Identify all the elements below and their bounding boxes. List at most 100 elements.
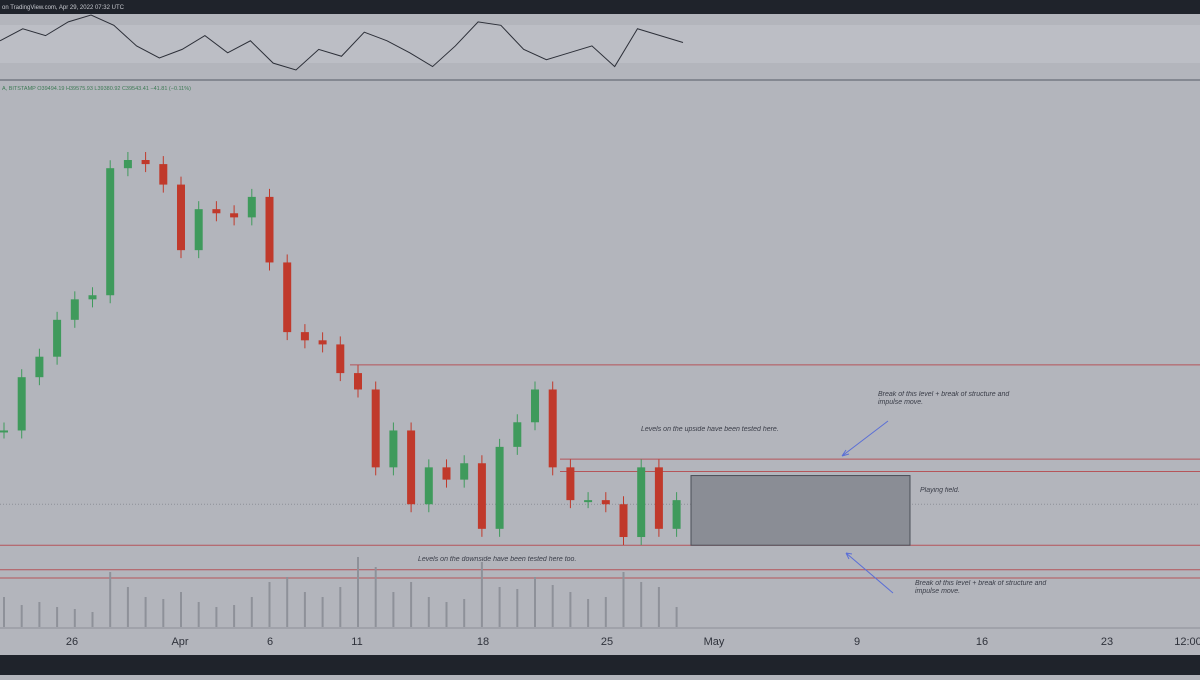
x-tick-label: 23 bbox=[1101, 636, 1113, 648]
x-tick-label: 11 bbox=[351, 636, 362, 648]
candle bbox=[318, 340, 327, 345]
annotation: Break of this level + break of structure… bbox=[915, 580, 1047, 595]
annotation-box: Playing field. bbox=[920, 487, 960, 494]
candle bbox=[371, 389, 380, 468]
candle bbox=[70, 299, 79, 320]
annotation: Playing field. bbox=[920, 487, 960, 494]
candle bbox=[17, 377, 26, 431]
candle bbox=[141, 160, 150, 165]
candle bbox=[601, 500, 610, 505]
volume-bar bbox=[675, 607, 678, 627]
arrow bbox=[845, 552, 894, 594]
volume-bar bbox=[339, 587, 342, 627]
x-tick-label: 12:00 bbox=[1174, 636, 1200, 648]
x-tick-label: May bbox=[704, 636, 725, 648]
candle bbox=[247, 196, 256, 218]
annotation-box: Break of this level + break of structure… bbox=[878, 391, 1010, 406]
volume-bar bbox=[427, 597, 430, 627]
candle bbox=[177, 184, 185, 251]
candle bbox=[407, 430, 416, 505]
volume-bar bbox=[180, 592, 182, 627]
candle bbox=[35, 356, 44, 378]
candle bbox=[159, 164, 168, 185]
candle bbox=[460, 463, 469, 480]
volume-bar bbox=[498, 587, 501, 627]
bottom-bar bbox=[0, 655, 1200, 675]
volume-bar bbox=[516, 589, 519, 627]
playing-field bbox=[690, 475, 911, 546]
volume-bar bbox=[56, 607, 59, 627]
volume-bar bbox=[197, 602, 200, 627]
volume-bar bbox=[392, 592, 395, 627]
candle bbox=[637, 467, 646, 538]
candle bbox=[0, 430, 8, 433]
x-tick-label: 9 bbox=[854, 636, 860, 648]
candle bbox=[194, 209, 203, 251]
volume-bar bbox=[622, 572, 625, 627]
volume-bar bbox=[480, 562, 483, 627]
candle bbox=[424, 467, 433, 505]
candle bbox=[389, 430, 398, 468]
candle bbox=[336, 344, 345, 374]
volume-bar bbox=[3, 597, 5, 627]
candle bbox=[354, 373, 362, 390]
candle bbox=[442, 467, 451, 480]
annotation-box: Break of this level + break of structure… bbox=[915, 580, 1047, 595]
volume-bar bbox=[640, 582, 643, 627]
x-tick-label: Apr bbox=[171, 636, 188, 648]
annotation: Levels on the downside have been tested … bbox=[418, 556, 577, 563]
volume-bar bbox=[463, 599, 466, 627]
volume-bar bbox=[534, 577, 536, 627]
volume-bar bbox=[233, 605, 236, 627]
candle bbox=[566, 467, 575, 501]
top-bar bbox=[0, 0, 1200, 14]
volume-bar bbox=[445, 602, 448, 627]
annotation: Break of this level + break of structure… bbox=[878, 391, 1010, 406]
candle bbox=[106, 168, 115, 296]
annotation: Levels on the upside have been tested he… bbox=[641, 426, 779, 433]
x-tick-label: 26 bbox=[66, 636, 78, 648]
candle bbox=[265, 196, 274, 263]
candle bbox=[300, 332, 309, 341]
candle bbox=[531, 389, 539, 423]
volume-bar bbox=[250, 597, 253, 627]
candle bbox=[477, 463, 486, 529]
annotation-box: Levels on the upside have been tested he… bbox=[641, 426, 779, 433]
volume-bar bbox=[109, 572, 112, 627]
candle bbox=[513, 422, 522, 447]
candle bbox=[672, 500, 681, 529]
volume-bar bbox=[38, 602, 41, 627]
volume-bar bbox=[215, 607, 218, 627]
volume-bar bbox=[604, 597, 607, 627]
volume-bar bbox=[286, 577, 289, 627]
volume-bar bbox=[657, 587, 660, 627]
volume-bar bbox=[73, 609, 76, 627]
x-tick-label: 18 bbox=[477, 636, 489, 648]
candle bbox=[230, 213, 239, 218]
volume-bar bbox=[410, 582, 413, 627]
x-tick-label: 25 bbox=[601, 636, 613, 648]
candle bbox=[654, 467, 663, 529]
rsi-line bbox=[0, 14, 684, 71]
candle bbox=[283, 262, 292, 333]
volume-bar bbox=[303, 592, 306, 627]
candle bbox=[619, 504, 628, 538]
x-tick-label: 6 bbox=[267, 636, 273, 648]
candle bbox=[212, 209, 221, 214]
annotation-box: Levels on the downside have been tested … bbox=[418, 556, 577, 563]
volume-bar bbox=[321, 597, 324, 627]
candle bbox=[53, 319, 62, 357]
rsi-band bbox=[0, 25, 1200, 63]
volume-bar bbox=[20, 605, 23, 627]
volume-bar bbox=[162, 599, 165, 627]
volume-bar bbox=[268, 582, 271, 627]
arrow bbox=[841, 420, 889, 457]
volume-bar bbox=[357, 557, 359, 627]
volume-bar bbox=[587, 599, 590, 627]
source: on TradingView.com, Apr 29, 2022 07:32 U… bbox=[2, 5, 125, 11]
volume-bar bbox=[569, 592, 572, 627]
volume-bar bbox=[374, 567, 377, 627]
volume-bar bbox=[551, 585, 554, 627]
candle bbox=[584, 500, 593, 503]
